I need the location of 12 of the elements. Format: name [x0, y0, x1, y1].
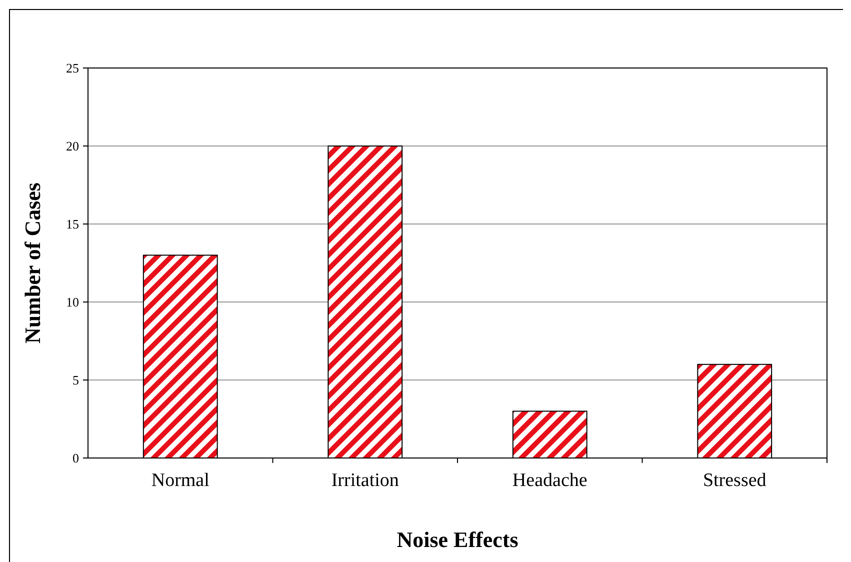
y-tick-label: 0 — [72, 450, 79, 466]
y-tick-label: 15 — [66, 216, 79, 232]
x-tick-label: Irritation — [331, 470, 400, 491]
y-tick-label: 10 — [66, 294, 79, 310]
y-tick-label: 20 — [66, 138, 79, 154]
y-tick-label: 25 — [66, 60, 79, 76]
x-axis-title: Noise Effects — [396, 527, 519, 552]
x-tick-label: Stressed — [702, 470, 767, 491]
x-tick-label: Headache — [512, 470, 588, 491]
y-axis-title: Number of Cases — [20, 182, 45, 344]
y-tick-label: 5 — [72, 372, 79, 388]
x-tick-label: Normal — [151, 470, 210, 491]
